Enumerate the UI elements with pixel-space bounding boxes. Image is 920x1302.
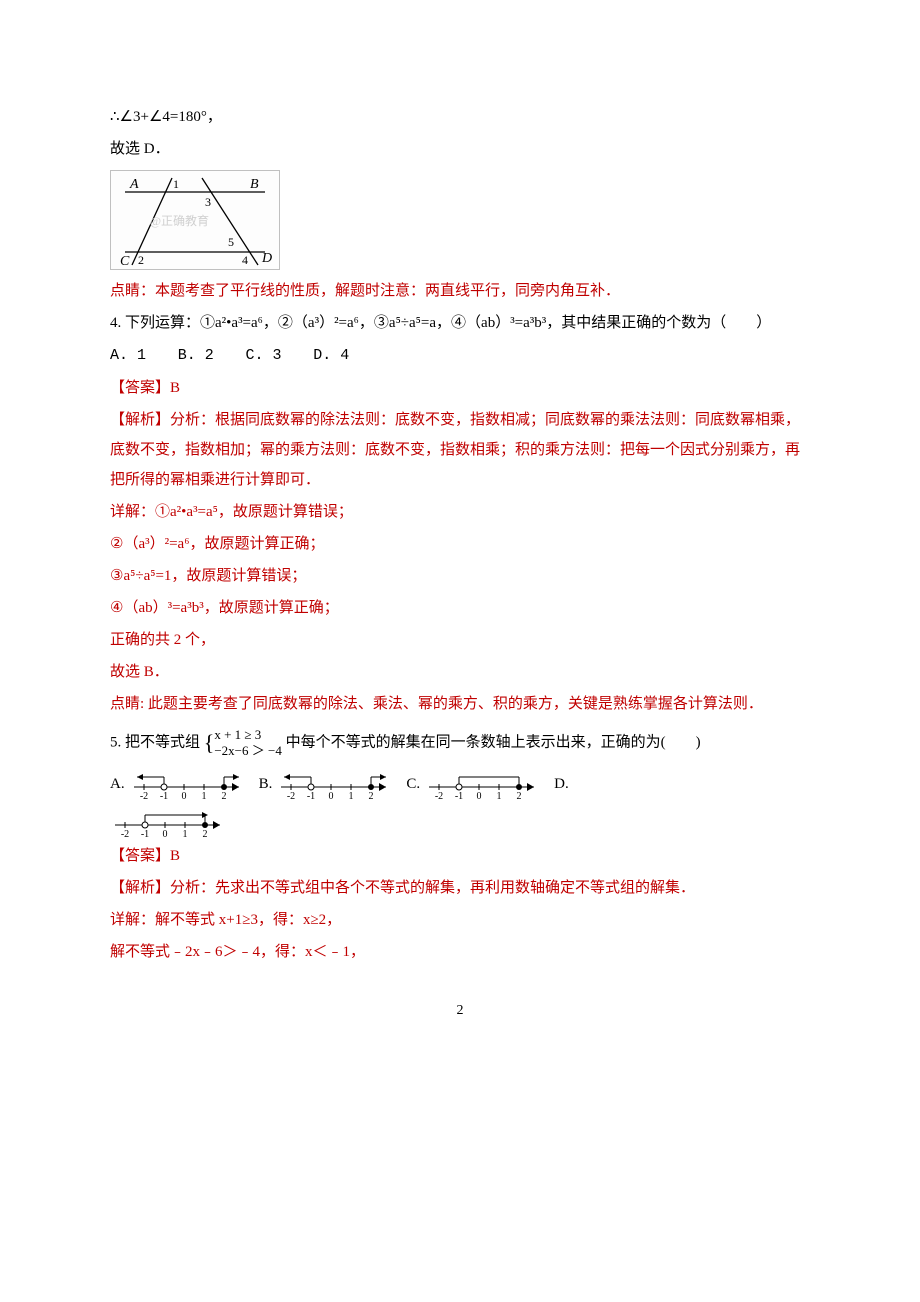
svg-text:-1: -1	[159, 791, 167, 801]
svg-text:-2: -2	[435, 791, 443, 801]
angle-3: 3	[205, 195, 211, 209]
q4-d3: ③a⁵÷a⁵=1，故原题计算错误；	[110, 561, 810, 591]
q5-suffix: 中每个不等式的解集在同一条数轴上表示出来，正确的为( )	[286, 734, 701, 750]
q5-e2: 解不等式﹣2x﹣6＞﹣4，得：x＜﹣1，	[110, 937, 810, 967]
numberline-d: -2 -1 0 1 2	[110, 805, 230, 839]
svg-text:-1: -1	[141, 829, 149, 839]
svg-text:-1: -1	[307, 791, 315, 801]
q5-label-c: C.	[406, 769, 420, 799]
q5-choice-b: B. -2 -1 0 1 2	[259, 767, 397, 801]
label-c: C	[120, 254, 130, 269]
svg-text:0: 0	[329, 791, 334, 801]
svg-text:2: 2	[517, 791, 522, 801]
svg-text:2: 2	[221, 791, 226, 801]
svg-text:0: 0	[181, 791, 186, 801]
q4-explain: 【解析】分析：根据同底数幂的除法法则：底数不变，指数相减；同底数幂的乘法法则：同…	[110, 405, 810, 495]
q5-answer: 【答案】B	[110, 841, 810, 871]
line-choose-d: 故选 D．	[110, 134, 810, 164]
label-a: A	[129, 177, 139, 192]
q4-d1: 详解：①a²•a³=a⁵，故原题计算错误；	[110, 497, 810, 527]
parallel-lines-figure: A B C D 1 3 5 2 4 @正确教育	[110, 170, 810, 270]
q4-exp-p1: 分析：根据同底数幂的除法法则：底数不变，指数相减；同底数幂的乘法法则：同底数幂相…	[110, 412, 800, 488]
svg-text:0: 0	[163, 829, 168, 839]
q4-d5: 正确的共 2 个，	[110, 625, 810, 655]
q5-label-a: A.	[110, 769, 125, 799]
svg-text:-2: -2	[287, 791, 295, 801]
q4-choice-b: B. 2	[178, 347, 214, 364]
q5-choices: A. -2 -1 0 1 2 B.	[110, 767, 810, 801]
q4-d2: ②（a³）²=a⁶，故原题计算正确；	[110, 529, 810, 559]
q4-answer: 【答案】B	[110, 373, 810, 403]
q5-choice-d: D.	[554, 769, 569, 799]
q4-choice-c: C. 3	[246, 347, 282, 364]
svg-text:1: 1	[349, 791, 354, 801]
q4-choice-a: A. 1	[110, 347, 146, 364]
page-number: 2	[110, 997, 810, 1025]
svg-text:0: 0	[477, 791, 482, 801]
q5-exp-head: 【解析】	[110, 880, 170, 896]
q5-stem: 5. 把不等式组 { x + 1 ≥ 3 −2x−6 ＞ −4 中每个不等式的解…	[110, 721, 810, 765]
q5-choice-c: C. -2 -1 0 1 2	[406, 767, 544, 801]
watermark: @正确教育	[150, 213, 209, 228]
angle-1: 1	[173, 177, 179, 191]
svg-text:1: 1	[497, 791, 502, 801]
q5-eq2: −2x−6 ＞ −4	[214, 743, 282, 759]
numberline-c: -2 -1 0 1 2	[424, 767, 544, 801]
q5-label-b: B.	[259, 769, 273, 799]
line-angle-sum: ∴∠3+∠4=180°，	[110, 102, 810, 132]
q4-remark: 点睛: 此题主要考查了同底数幂的除法、乘法、幂的乘方、积的乘方，关键是熟练掌握各…	[110, 689, 810, 719]
q5-eq1: x + 1 ≥ 3	[214, 727, 282, 743]
q5-system: x + 1 ≥ 3 −2x−6 ＞ −4	[214, 727, 282, 758]
numberline-a: -2 -1 0 1 2	[129, 767, 249, 801]
label-b: B	[250, 177, 259, 192]
q4-d6: 故选 B．	[110, 657, 810, 687]
numberline-b: -2 -1 0 1 2	[276, 767, 396, 801]
q4-stem: 4. 下列运算：①a²•a³=a⁶，②（a³）²=a⁶，③a⁵÷a⁵=a，④（a…	[110, 308, 810, 338]
svg-text:2: 2	[203, 829, 208, 839]
angle-5: 5	[228, 235, 234, 249]
q4-choice-d: D. 4	[313, 347, 349, 364]
angle-2: 2	[138, 253, 144, 267]
q5-choice-a: A. -2 -1 0 1 2	[110, 767, 249, 801]
svg-text:-1: -1	[455, 791, 463, 801]
q5-explain: 【解析】分析：先求出不等式组中各个不等式的解集，再利用数轴确定不等式组的解集．	[110, 873, 810, 903]
remark-parallel: 点睛：本题考查了平行线的性质，解题时注意：两直线平行，同旁内角互补．	[110, 276, 810, 306]
q4-choices: A. 1 B. 2 C. 3 D. 4	[110, 340, 810, 371]
svg-text:2: 2	[369, 791, 374, 801]
q5-exp-p1: 分析：先求出不等式组中各个不等式的解集，再利用数轴确定不等式组的解集．	[170, 880, 695, 896]
svg-text:1: 1	[201, 791, 206, 801]
q5-choice-d-fig: -2 -1 0 1 2	[110, 805, 810, 839]
label-d: D	[261, 251, 272, 266]
svg-text:-2: -2	[139, 791, 147, 801]
q5-label-d: D.	[554, 769, 569, 799]
q4-d4: ④（ab）³=a³b³，故原题计算正确；	[110, 593, 810, 623]
angle-4: 4	[242, 253, 248, 267]
svg-text:-2: -2	[121, 829, 129, 839]
q5-e1: 详解：解不等式 x+1≥3，得：x≥2，	[110, 905, 810, 935]
svg-text:1: 1	[183, 829, 188, 839]
q5-prefix: 5. 把不等式组	[110, 734, 200, 750]
q4-exp-head: 【解析】	[110, 412, 170, 428]
